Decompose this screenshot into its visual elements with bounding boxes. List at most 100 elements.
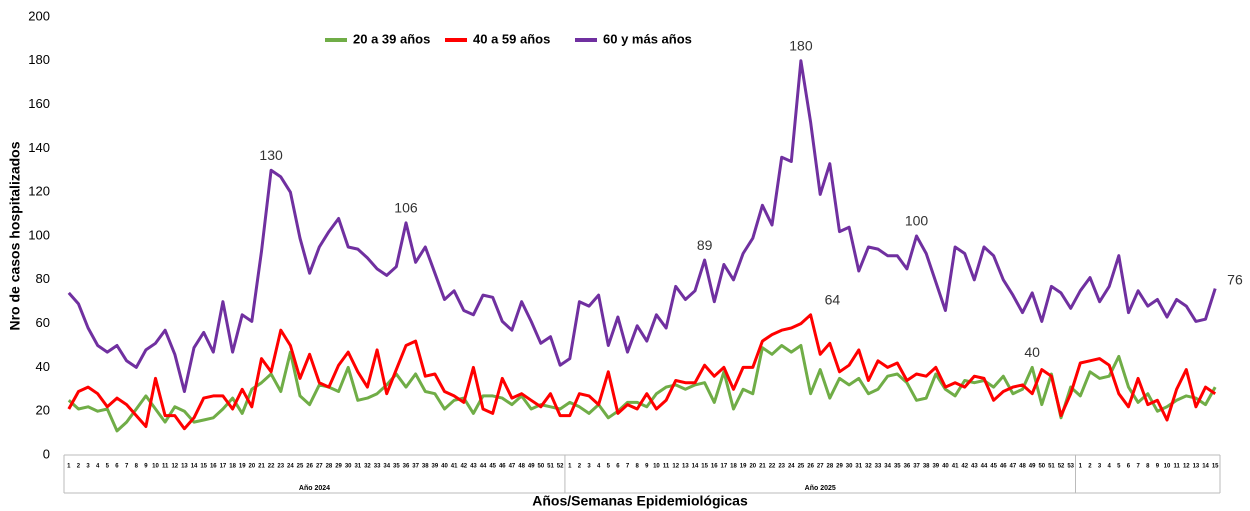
x-tick-label: 21	[258, 464, 265, 470]
x-tick-label: 21	[759, 464, 766, 470]
x-tick-label: 15	[701, 464, 708, 470]
x-tick-label: 52	[1058, 464, 1065, 470]
legend-label: 60 y más años	[603, 31, 692, 46]
x-tick-label: 26	[306, 464, 313, 470]
x-tick-label: 15	[200, 464, 207, 470]
x-tick-label: 12	[1183, 464, 1190, 470]
x-tick-label: 50	[538, 464, 545, 470]
data-label: 180	[789, 38, 813, 54]
x-tick-label: 14	[692, 464, 699, 470]
x-tick-label: 38	[923, 464, 930, 470]
x-tick-label: 4	[597, 464, 601, 470]
x-tick-label: 12	[672, 464, 679, 470]
series-line	[67, 59, 1217, 393]
x-tick-label: 5	[607, 464, 611, 470]
x-tick-label: 3	[587, 464, 591, 470]
x-tick-label: 35	[393, 464, 400, 470]
x-tick-label: 46	[499, 464, 506, 470]
x-tick-label: 52	[557, 464, 564, 470]
y-tick-label: 40	[36, 359, 50, 374]
legend-label: 40 a 59 años	[473, 31, 550, 46]
x-tick-label: 39	[432, 464, 439, 470]
x-tick-label: 34	[383, 464, 390, 470]
x-tick-label: 30	[846, 464, 853, 470]
x-tick-label: 10	[1164, 464, 1171, 470]
x-tick-label: 16	[210, 464, 217, 470]
x-tick-label: 3	[86, 464, 90, 470]
x-tick-label: 31	[855, 464, 862, 470]
x-tick-label: 6	[1127, 464, 1131, 470]
x-tick-label: 50	[1038, 464, 1045, 470]
x-tick-label: 37	[412, 464, 419, 470]
x-tick-label: 14	[191, 464, 198, 470]
x-tick-label: 14	[1202, 464, 1209, 470]
x-tick-label: 41	[952, 464, 959, 470]
x-tick-label: 34	[884, 464, 891, 470]
y-tick-label: 0	[43, 446, 50, 461]
x-tick-label: 35	[894, 464, 901, 470]
x-tick-label: 19	[239, 464, 246, 470]
x-tick-label: 53	[1067, 464, 1074, 470]
x-tick-label: 10	[653, 464, 660, 470]
x-tick-label: 47	[509, 464, 516, 470]
y-tick-label: 20	[36, 403, 50, 418]
x-tick-label: 9	[144, 464, 148, 470]
x-tick-label: 43	[470, 464, 477, 470]
x-tick-label: 30	[345, 464, 352, 470]
x-tick-label: 51	[1048, 464, 1055, 470]
x-tick-label: 44	[981, 464, 988, 470]
x-tick-label: 48	[1019, 464, 1026, 470]
y-tick-label: 200	[28, 8, 50, 23]
x-tick-label: 48	[518, 464, 525, 470]
y-tick-label: 140	[28, 140, 50, 155]
y-tick-label: 100	[28, 227, 50, 242]
x-tick-label: 18	[229, 464, 236, 470]
x-tick-label: 49	[1029, 464, 1036, 470]
x-tick-label: 29	[335, 464, 342, 470]
x-tick-label: 33	[374, 464, 381, 470]
x-tick-label: 8	[1146, 464, 1150, 470]
x-tick-label: 17	[220, 464, 227, 470]
x-tick-label: 7	[626, 464, 630, 470]
y-tick-label: 80	[36, 271, 50, 286]
x-tick-label: 38	[422, 464, 429, 470]
group-label: Año 2024	[299, 485, 330, 492]
x-tick-label: 23	[778, 464, 785, 470]
x-tick-label: 44	[480, 464, 487, 470]
group-label: Año 2025	[805, 485, 836, 492]
x-tick-label: 16	[711, 464, 718, 470]
x-tick-label: 4	[1108, 464, 1112, 470]
x-tick-label: 12	[171, 464, 178, 470]
x-tick-label: 11	[663, 464, 670, 470]
x-tick-label: 5	[1117, 464, 1121, 470]
x-tick-label: 5	[106, 464, 110, 470]
series-line	[67, 344, 1217, 433]
x-tick-label: 43	[971, 464, 978, 470]
x-tick-label: 13	[181, 464, 188, 470]
x-tick-label: 13	[682, 464, 689, 470]
x-tick-label: 7	[125, 464, 129, 470]
x-tick-label: 2	[578, 464, 582, 470]
y-tick-label: 180	[28, 52, 50, 67]
y-tick-label: 120	[28, 184, 50, 199]
data-label: 130	[259, 147, 283, 163]
x-tick-label: 47	[1010, 464, 1017, 470]
x-tick-label: 46	[1000, 464, 1007, 470]
x-tick-label: 36	[904, 464, 911, 470]
x-axis-title: Años/Semanas Epidemiológicas	[532, 493, 748, 509]
series-line	[67, 313, 1217, 431]
x-tick-label: 22	[268, 464, 275, 470]
x-tick-label: 37	[913, 464, 920, 470]
x-tick-label: 19	[740, 464, 747, 470]
x-tick-label: 10	[152, 464, 159, 470]
x-tick-label: 4	[96, 464, 100, 470]
data-label: 106	[394, 200, 418, 216]
x-tick-label: 41	[451, 464, 458, 470]
x-tick-label: 42	[460, 464, 467, 470]
x-tick-label: 13	[1193, 464, 1200, 470]
x-tick-label: 15	[1212, 464, 1219, 470]
x-tick-label: 28	[326, 464, 333, 470]
x-tick-label: 31	[354, 464, 361, 470]
x-tick-label: 23	[277, 464, 284, 470]
